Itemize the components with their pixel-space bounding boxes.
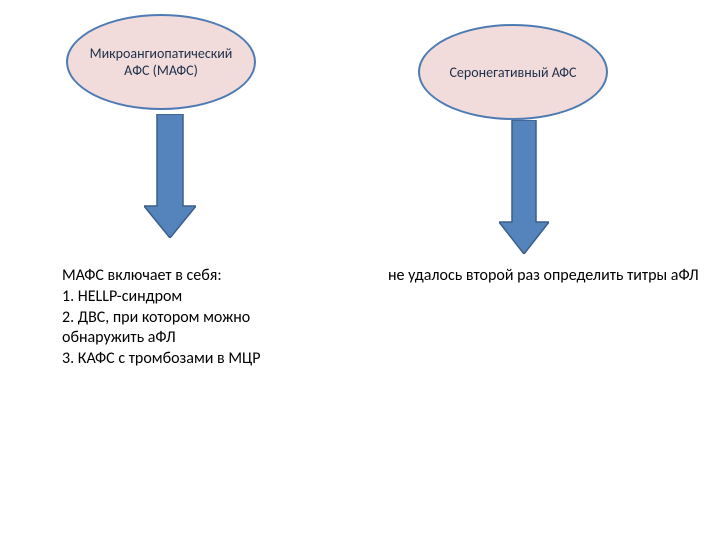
arrow-right [499, 120, 549, 254]
arrow-left [144, 114, 196, 238]
ellipse-seronegative: Серонегативный АФС [418, 24, 608, 120]
ellipse-mafs: Микроангиопатический AФС (МАФС) [66, 14, 256, 110]
text-right-body: не удалось второй раз определить титры а… [388, 266, 720, 287]
text-left-body: МАФС включает в себя: 1. HELLP-синдром 2… [62, 266, 272, 370]
ellipse-mafs-label: Микроангиопатический AФС (МАФС) [88, 45, 234, 79]
ellipse-seronegative-label: Серонегативный АФС [449, 64, 576, 81]
